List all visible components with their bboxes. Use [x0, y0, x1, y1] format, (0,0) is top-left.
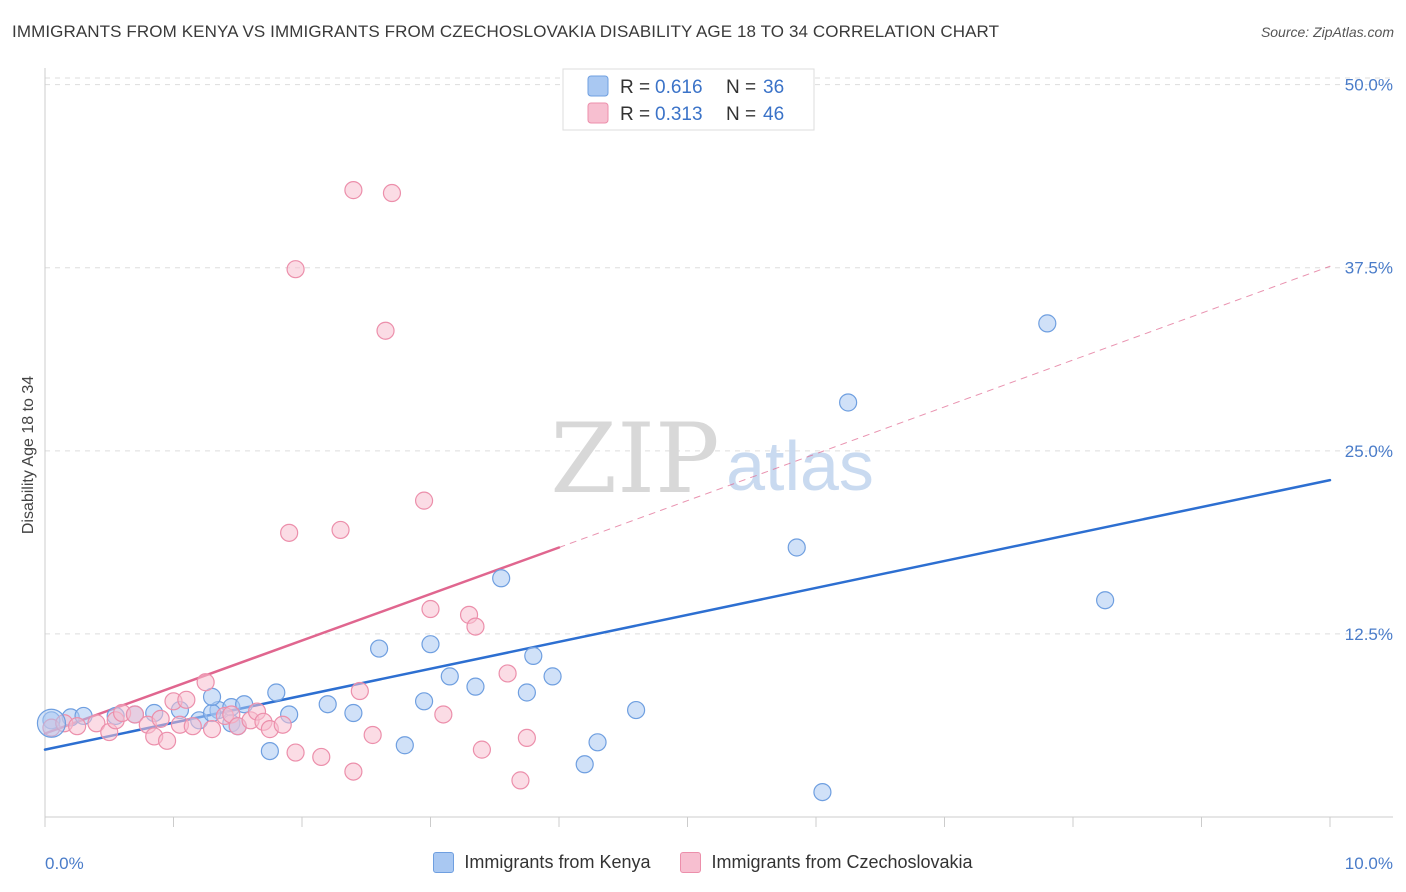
- point-czechoslovakia: [202, 720, 222, 739]
- point-czechoslovakia: [177, 690, 196, 709]
- trendline-czechoslovakia: [558, 265, 1331, 548]
- point-czechoslovakia: [344, 181, 363, 200]
- point-kenya: [543, 667, 562, 686]
- point-czechoslovakia: [421, 599, 440, 619]
- stats-legend-r-label: R =: [620, 104, 650, 125]
- point-czechoslovakia: [125, 705, 145, 724]
- legend-item-kenya: Immigrants from Kenya: [433, 852, 650, 873]
- source-label: Source: ZipAtlas.com: [1260, 24, 1394, 40]
- point-kenya: [414, 692, 434, 711]
- point-czechoslovakia: [312, 747, 331, 767]
- y-tick-label: 25.0%: [1345, 442, 1393, 461]
- point-kenya: [466, 677, 485, 696]
- points-layer: [36, 181, 1115, 802]
- grid-layer: [45, 77, 1393, 635]
- point-czechoslovakia: [280, 523, 299, 542]
- point-kenya: [260, 741, 279, 761]
- point-czechoslovakia: [376, 321, 395, 340]
- point-kenya: [517, 683, 536, 702]
- x-tick-label: 10.0%: [1345, 854, 1393, 873]
- point-czechoslovakia: [511, 771, 530, 790]
- point-cluster: [36, 708, 67, 738]
- stats-legend-n-value: 36: [763, 77, 784, 98]
- point-czechoslovakia: [68, 717, 87, 736]
- trendline-czechoslovakia: [43, 546, 561, 735]
- y-tick-label: 50.0%: [1345, 76, 1393, 95]
- point-kenya: [318, 695, 337, 714]
- stats-legend-swatch-kenya: [587, 75, 609, 97]
- stats-legend-n-label: N =: [726, 104, 756, 125]
- legend-label-czechoslovakia: Immigrants from Czechoslovakia: [711, 852, 973, 872]
- point-kenya: [440, 667, 459, 686]
- point-kenya: [421, 635, 440, 654]
- point-czechoslovakia: [196, 673, 215, 692]
- axis-layer: 12.5% 25.0% 37.5% 50.0% 0.0% 10.0%: [44, 68, 1393, 873]
- point-kenya: [575, 755, 594, 774]
- point-kenya: [267, 683, 286, 702]
- series-legend: Immigrants from Kenya Immigrants from Cz…: [0, 852, 1406, 873]
- x-tick-label: 0.0%: [45, 854, 84, 873]
- point-kenya: [626, 700, 646, 720]
- point-czechoslovakia: [466, 617, 485, 636]
- y-axis-label: Disability Age 18 to 34: [20, 376, 37, 534]
- point-czechoslovakia: [344, 762, 363, 781]
- watermark-atlas: atlas: [726, 427, 874, 505]
- point-czechoslovakia: [363, 725, 382, 745]
- watermark-zip: ZIP: [550, 403, 719, 515]
- point-kenya: [787, 538, 806, 557]
- point-kenya: [1096, 591, 1115, 610]
- point-kenya: [524, 646, 543, 665]
- stats-legend: R = 0.616 N = 36 R = 0.313 N = 46: [562, 68, 815, 131]
- point-kenya: [1038, 314, 1057, 333]
- point-czechoslovakia: [87, 714, 106, 733]
- stats-legend-swatch-czech: [587, 102, 609, 124]
- stats-legend-r-value: 0.313: [655, 104, 703, 125]
- stats-legend-n-value: 46: [763, 104, 784, 125]
- y-tick-label: 37.5%: [1345, 259, 1393, 278]
- point-kenya: [492, 569, 511, 588]
- point-czechoslovakia: [350, 681, 369, 701]
- point-czechoslovakia: [183, 717, 202, 736]
- point-kenya: [370, 639, 389, 658]
- y-tick-label: 12.5%: [1345, 625, 1393, 644]
- point-kenya: [395, 736, 414, 755]
- point-czechoslovakia: [382, 183, 402, 203]
- point-kenya: [839, 393, 858, 412]
- stats-legend-r-label: R =: [620, 77, 650, 98]
- legend-swatch-czechoslovakia: [680, 852, 702, 873]
- point-czechoslovakia: [434, 705, 453, 724]
- watermark: ZIP atlas: [550, 403, 874, 515]
- point-czechoslovakia: [157, 731, 177, 750]
- chart-title: IMMIGRANTS FROM KENYA VS IMMIGRANTS FROM…: [12, 22, 1000, 41]
- legend-swatch-kenya: [433, 852, 455, 873]
- legend-label-kenya: Immigrants from Kenya: [464, 852, 651, 872]
- legend-item-czechoslovakia: Immigrants from Czechoslovakia: [680, 852, 973, 873]
- point-kenya: [588, 733, 607, 752]
- point-czechoslovakia: [414, 491, 434, 510]
- stats-legend-r-value: 0.616: [655, 77, 703, 98]
- point-czechoslovakia: [286, 743, 305, 762]
- point-kenya: [813, 782, 832, 802]
- point-czechoslovakia: [273, 715, 292, 734]
- point-kenya: [344, 703, 363, 723]
- point-czechoslovakia: [517, 728, 536, 748]
- point-czechoslovakia: [286, 260, 305, 279]
- point-czechoslovakia: [331, 520, 350, 540]
- point-czechoslovakia: [151, 709, 170, 728]
- stats-legend-n-label: N =: [726, 77, 756, 98]
- point-czechoslovakia: [498, 664, 517, 683]
- point-czechoslovakia: [472, 740, 491, 759]
